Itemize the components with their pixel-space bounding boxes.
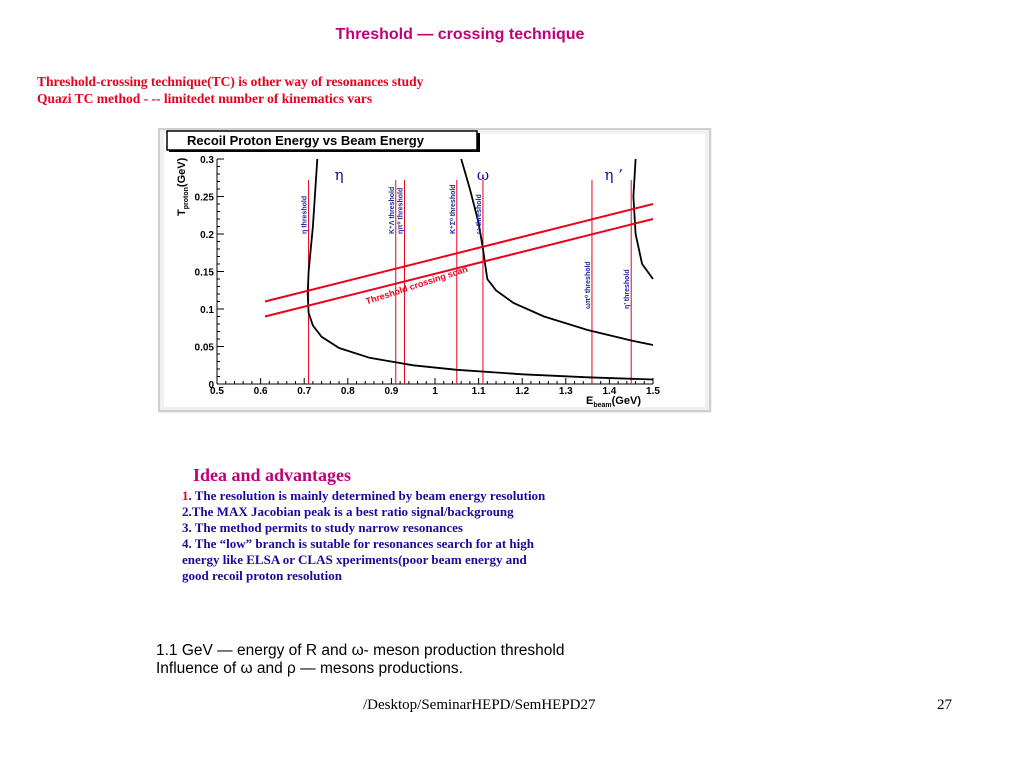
x-tick-label: 1.4: [602, 386, 616, 397]
threshold-label: ω threshold: [476, 194, 483, 234]
y-axis-label: Tproton(GeV): [176, 157, 190, 216]
plot-frame-border: [158, 128, 711, 412]
threshold-label: η’ threshold: [624, 269, 631, 309]
threshold-label: ηπ⁰ threshold: [396, 188, 404, 234]
x-tick-label: 1.5: [646, 386, 660, 397]
advantage-text: good recoil proton resolution: [182, 568, 342, 583]
advantage-number: 1: [182, 488, 189, 503]
slide-title: Threshold — crossing technique: [335, 26, 585, 43]
y-tick-label: 0.3: [200, 155, 214, 166]
footer-path: /Desktop/SeminarHEPD/SemHEPD27: [363, 697, 596, 713]
particle-label: η ’: [604, 166, 623, 184]
particle-label: ω: [477, 166, 489, 184]
plot-title: Recoil Proton Energy vs Beam Energy: [187, 133, 425, 148]
note-line: Influence of ω and ρ — mesons production…: [156, 660, 463, 677]
x-tick-label: 1.2: [515, 386, 529, 397]
note-line: 1.1 GeV — energy of R and ω- meson produ…: [156, 642, 565, 659]
threshold-label: K⁺Λ threshold: [389, 187, 396, 234]
plot-panel: [164, 134, 705, 407]
x-tick-label: 0.9: [384, 386, 398, 397]
y-tick-label: 0: [208, 380, 214, 391]
advantage-item: good recoil proton resolution: [182, 568, 545, 584]
y-tick-label: 0.1: [200, 305, 214, 316]
y-tick-label: 0.05: [195, 343, 215, 354]
advantage-text: energy like ELSA or CLAS xperiments(poor…: [182, 552, 527, 567]
plot-title-shadow: [477, 133, 480, 152]
intro-text: Threshold-crossing technique(TC) is othe…: [37, 73, 423, 107]
x-tick-label: 1: [432, 386, 438, 397]
kinematic-curve: [632, 158, 654, 280]
y-tick-label: 0.25: [195, 193, 215, 204]
advantage-item: energy like ELSA or CLAS xperiments(poor…: [182, 552, 545, 568]
x-tick-label: 1.3: [559, 386, 573, 397]
threshold-label: K⁺Σ⁰ threshold: [449, 184, 457, 234]
x-tick-label: 0.7: [297, 386, 311, 397]
x-tick-label: 1.1: [472, 386, 486, 397]
plot-figure: Recoil Proton Energy vs Beam Energy 0.5 0.…: [158, 128, 712, 413]
kinematic-curve: [460, 158, 654, 346]
page-number: 27: [937, 697, 952, 713]
scan-band-line: [264, 218, 654, 318]
advantage-text: 4. The “low” branch is sutable for reson…: [182, 536, 534, 551]
advantage-item: 3. The method permits to study narrow re…: [182, 520, 545, 536]
y-tick-label: 0.2: [200, 230, 214, 241]
advantage-item: 1. The resolution is mainly determined b…: [182, 488, 545, 504]
advantage-text: 2.The MAX Jacobian peak is a best ratio …: [182, 504, 514, 519]
particle-label: η: [335, 166, 344, 184]
x-tick-label: 0.6: [254, 386, 268, 397]
plot-svg: Recoil Proton Energy vs Beam Energy 0.5 0.…: [158, 128, 712, 413]
advantage-item: 4. The “low” branch is sutable for reson…: [182, 536, 545, 552]
scan-band-line: [264, 203, 654, 303]
advantage-text: . The resolution is mainly determined by…: [188, 488, 546, 503]
advantage-text: 3. The method permits to study narrow re…: [182, 520, 463, 535]
intro-line: Quazi TC method - -- limitedet number of…: [37, 91, 373, 106]
y-tick-label: 0.15: [195, 268, 215, 279]
x-axis-label: Ebeam(GeV): [586, 395, 641, 409]
advantages-heading: Idea and advantages: [193, 465, 352, 485]
x-tick-label: 0.8: [341, 386, 355, 397]
threshold-label: η threshold: [302, 196, 309, 234]
x-tick-label: 0.5: [210, 386, 224, 397]
intro-line: Threshold-crossing technique(TC) is othe…: [37, 74, 424, 89]
kinematic-curve: [306, 158, 654, 381]
plot-title-shadow: [169, 150, 480, 152]
advantages-list: 1. The resolution is mainly determined b…: [182, 488, 545, 584]
threshold-label: ωπ⁰ threshold: [584, 261, 592, 309]
notes: 1.1 GeV — energy of R and ω- meson produ…: [156, 642, 564, 678]
advantage-item: 2.The MAX Jacobian peak is a best ratio …: [182, 504, 545, 520]
